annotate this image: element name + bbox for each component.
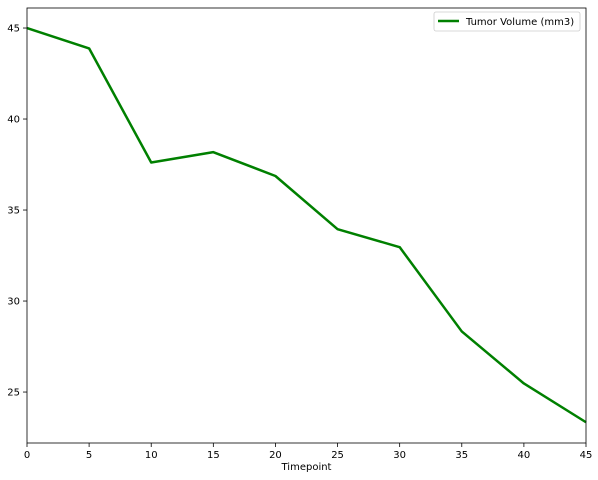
x-tick-label: 25 — [331, 450, 344, 461]
x-tick-label: 5 — [86, 450, 92, 461]
x-axis-label: Timepoint — [281, 462, 332, 473]
y-tick-label: 35 — [7, 206, 20, 217]
series-line-tumor-volume — [26, 26, 587, 424]
x-tick-label: 15 — [207, 450, 220, 461]
x-tick-label: 10 — [145, 450, 158, 461]
x-tick-label: 45 — [580, 450, 593, 461]
y-tick-label: 25 — [7, 388, 20, 399]
x-tick-label: 40 — [518, 450, 531, 461]
x-tick-label: 0 — [24, 450, 30, 461]
legend-label: Tumor Volume (mm3) — [465, 17, 574, 28]
x-tick-label: 20 — [269, 450, 282, 461]
legend: Tumor Volume (mm3) — [433, 11, 581, 32]
x-tick-label: 30 — [393, 450, 406, 461]
legend-box — [433, 11, 581, 32]
series-layer — [26, 26, 587, 424]
x-tick-label: 35 — [455, 450, 468, 461]
y-tick-label: 40 — [7, 115, 20, 126]
axis-ticks: 0 5 10 15 20 25 30 35 40 45 25 30 35 40 45 — [7, 24, 592, 461]
y-tick-label: 45 — [7, 24, 20, 35]
plot-frame — [26, 7, 587, 444]
y-tick-label: 30 — [7, 297, 20, 308]
